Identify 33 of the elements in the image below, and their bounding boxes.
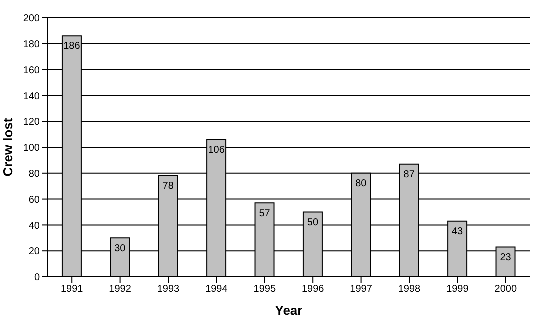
data-label: 186 — [64, 41, 81, 52]
x-tick-label: 1997 — [350, 284, 373, 296]
data-label: 57 — [259, 208, 271, 220]
x-tick-label: 1998 — [398, 284, 422, 296]
data-label: 23 — [500, 252, 512, 264]
data-label: 43 — [452, 226, 464, 238]
y-tick-label: 160 — [23, 65, 40, 76]
x-tick-label: 1991 — [60, 284, 84, 296]
x-tick-label: 1994 — [206, 284, 228, 296]
data-label: 50 — [307, 217, 319, 228]
data-label: 106 — [208, 144, 226, 156]
y-tick-label: 100 — [23, 143, 40, 154]
y-tick-label: 180 — [23, 39, 40, 50]
data-label: 87 — [404, 169, 416, 180]
data-label: 80 — [356, 178, 368, 190]
y-tick-label: 40 — [28, 220, 40, 232]
x-tick-label: 1993 — [157, 284, 180, 296]
y-tick-label: 60 — [28, 194, 40, 206]
data-label: 30 — [114, 243, 126, 254]
y-axis-title: Crew lost — [0, 118, 16, 177]
data-label: 78 — [162, 181, 174, 192]
x-tick-label: 1995 — [254, 284, 276, 296]
y-tick-label: 20 — [28, 246, 40, 258]
x-tick-label: 1999 — [446, 284, 470, 296]
x-tick-label: 2000 — [494, 284, 518, 296]
y-tick-label: 80 — [28, 168, 40, 180]
y-tick-label: 0 — [34, 272, 40, 284]
x-tick-label: 1992 — [109, 284, 132, 296]
y-tick-label: 200 — [23, 14, 40, 25]
x-axis-title: Year — [275, 303, 303, 318]
y-tick-label: 140 — [23, 91, 40, 102]
x-tick-label: 1996 — [302, 284, 325, 296]
y-tick-label: 120 — [23, 117, 40, 128]
